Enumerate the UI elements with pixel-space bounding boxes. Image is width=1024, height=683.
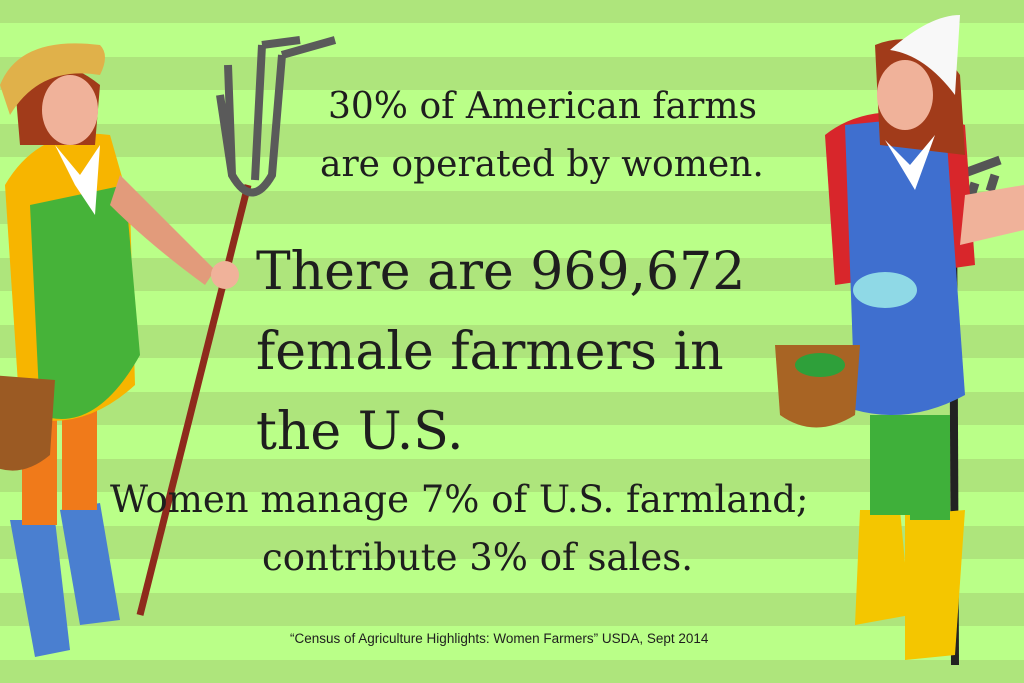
source-citation: “Census of Agriculture Highlights: Women… (290, 631, 709, 646)
woman-farmer-with-rake-illustration (775, 15, 1024, 666)
secondary-line-2: contribute 3% of sales. (262, 536, 693, 579)
main-statistic: There are 969,672 female farmers in the … (256, 242, 746, 462)
woman-farmer-with-pitchfork-illustration (0, 36, 337, 657)
headline-line-2: are operated by women. (320, 144, 764, 185)
headline-line-1: 30% of American farms (328, 86, 757, 127)
secondary-line-1: Women manage 7% of U.S. farmland; (110, 478, 809, 521)
